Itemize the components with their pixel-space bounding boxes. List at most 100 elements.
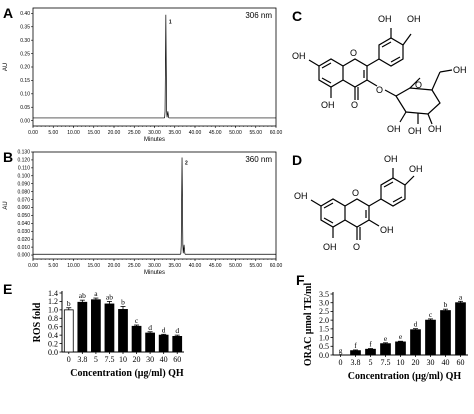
bar bbox=[425, 319, 436, 356]
bar bbox=[158, 334, 169, 353]
y-tick-label: 0.6 bbox=[48, 323, 58, 332]
atom-label: OH bbox=[409, 164, 423, 174]
bar bbox=[395, 341, 406, 356]
y-tick-label: 0.100 bbox=[17, 173, 30, 179]
x-tick-label: 7.5 bbox=[381, 358, 391, 367]
x-axis-title: Concentration (μg/ml) QH bbox=[348, 371, 462, 382]
x-tick-label: 30 bbox=[146, 355, 154, 364]
significance-letter: d bbox=[175, 326, 179, 335]
bar bbox=[455, 302, 466, 356]
x-tick-label: 30.00 bbox=[148, 130, 161, 136]
bar bbox=[380, 343, 391, 356]
panel-letter-c: C bbox=[292, 8, 302, 24]
atom-label: O bbox=[376, 85, 383, 95]
x-tick-label: 45.00 bbox=[209, 130, 222, 136]
significance-letter: b bbox=[444, 300, 448, 309]
x-tick-label: 40 bbox=[442, 358, 450, 367]
y-tick-label: 0.20 bbox=[20, 65, 30, 71]
panel-letter-b: B bbox=[3, 149, 13, 165]
peak-label: 1 bbox=[169, 19, 172, 25]
bar bbox=[410, 329, 421, 356]
y-tick-label: 1.0 bbox=[48, 306, 58, 315]
y-tick-label: 0.25 bbox=[20, 51, 30, 57]
y-axis-title: AU bbox=[3, 63, 9, 71]
significance-letter: b bbox=[121, 297, 125, 306]
bar bbox=[145, 332, 155, 353]
y-tick-label: 0.050 bbox=[17, 213, 30, 219]
structure-d-labels: OH OH OH OH O O OH bbox=[294, 154, 423, 252]
significance-letter: b bbox=[67, 299, 71, 308]
atom-label: OH bbox=[428, 124, 442, 134]
y-tick-label: 0.8 bbox=[48, 314, 58, 323]
atom-label: OH bbox=[384, 154, 398, 164]
x-tick-label: 10.00 bbox=[67, 263, 80, 269]
y-axis-title: ROS fold bbox=[32, 302, 43, 342]
bar-chart-f: 0.00.51.01.52.02.53.03.5 g 0 f 3.8 f 5 e 7.5 e 10 d… bbox=[303, 283, 468, 382]
x-tick-label: 20 bbox=[412, 358, 420, 367]
y-tick-label: 0.15 bbox=[20, 78, 30, 84]
x-tick-label: 50.00 bbox=[229, 130, 242, 136]
significance-letter: ab bbox=[79, 291, 86, 300]
significance-letter: e bbox=[399, 332, 403, 341]
plot-frame bbox=[32, 7, 277, 127]
significance-letter: d bbox=[162, 325, 166, 334]
x-tick-label: 20 bbox=[133, 355, 141, 364]
y-tick-label: 0.130 bbox=[17, 150, 30, 156]
atom-label: OH bbox=[321, 100, 335, 110]
wavelength-label: 306 nm bbox=[245, 11, 272, 20]
y-tick-label: 0.4 bbox=[48, 331, 58, 340]
x-tick-label: 0 bbox=[339, 358, 343, 367]
atom-label: OH bbox=[407, 14, 421, 24]
bar bbox=[365, 348, 376, 356]
significance-letter: d bbox=[148, 323, 152, 332]
y-axis-title: ORAC μmol TE/ml bbox=[303, 283, 314, 366]
y-tick-label: 0.020 bbox=[17, 237, 30, 243]
y-tick-label: 0.0 bbox=[48, 348, 58, 357]
bar-chart-e: 0.00.20.40.60.81.01.21.4 b 0 ab 3.8 a 5 ab 7.5 b 1… bbox=[32, 289, 184, 379]
x-tick-label: 10 bbox=[119, 355, 127, 364]
y-tick-label: 0.40 bbox=[20, 11, 30, 17]
x-tick-label: 55.00 bbox=[249, 263, 262, 269]
wavelength-label: 360 nm bbox=[245, 155, 272, 164]
x-tick-label: 3.8 bbox=[77, 355, 87, 364]
y-axis-title: AU bbox=[3, 201, 9, 209]
structure-d bbox=[310, 168, 415, 240]
x-tick-label: 10.00 bbox=[67, 130, 80, 136]
y-tick-label: 0.040 bbox=[17, 221, 30, 227]
significance-letter: f bbox=[354, 341, 357, 350]
atom-label: OH bbox=[387, 124, 401, 134]
x-tick-label: 30.00 bbox=[148, 263, 161, 269]
significance-letter: f bbox=[369, 340, 372, 349]
x-tick-label: 25.00 bbox=[128, 263, 141, 269]
significance-letter: a bbox=[459, 292, 463, 301]
y-tick-label: 0.000 bbox=[17, 253, 30, 259]
significance-letter: ab bbox=[106, 292, 113, 301]
x-tick-label: 60 bbox=[457, 358, 465, 367]
x-tick-label: 60 bbox=[173, 355, 181, 364]
atom-label: O bbox=[353, 242, 360, 252]
bar bbox=[350, 350, 361, 356]
bar bbox=[172, 336, 183, 353]
y-tick-label: 0.110 bbox=[18, 166, 30, 172]
atom-label: O bbox=[351, 100, 358, 110]
peak-label: 2 bbox=[185, 160, 188, 166]
x-tick-label: 60.00 bbox=[270, 263, 283, 269]
x-tick-label: 7.5 bbox=[104, 355, 114, 364]
x-tick-label: 30 bbox=[427, 358, 435, 367]
x-tick-label: 5.00 bbox=[48, 263, 58, 269]
x-tick-label: 40 bbox=[160, 355, 168, 364]
significance-letter: a bbox=[94, 289, 98, 298]
bar bbox=[118, 309, 128, 353]
x-tick-label: 35.00 bbox=[168, 263, 181, 269]
x-tick-label: 0.00 bbox=[28, 130, 38, 136]
structure-c bbox=[308, 28, 453, 125]
y-tick-label: 0.060 bbox=[17, 205, 30, 211]
chromatogram-b: 0.00 5.00 10.00 15.00 20.00 25.00 30.00 35.00 40… bbox=[3, 150, 282, 276]
bar bbox=[91, 299, 101, 353]
x-tick-label: 5 bbox=[94, 355, 98, 364]
y-tick-label: 0.2 bbox=[48, 339, 58, 348]
structure-c-labels: OH OH OH OH O O O O OH OH OH OH bbox=[292, 14, 467, 136]
bar bbox=[63, 309, 74, 353]
significance-letter: g bbox=[339, 346, 343, 355]
